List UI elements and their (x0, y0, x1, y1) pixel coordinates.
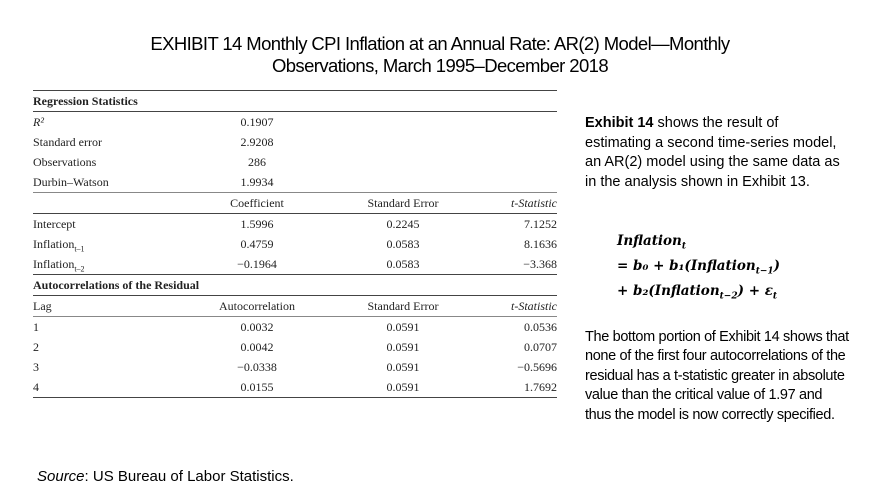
coef-label: Inflationt–1 (33, 237, 85, 254)
lag-value: 2 (33, 340, 39, 354)
autocorr-rule-top (33, 274, 557, 275)
ac-se-value: 0.0591 (386, 320, 420, 334)
lag-header: Lag (33, 299, 52, 313)
stat-value: 286 (248, 155, 266, 169)
t-value: 7.1252 (524, 217, 557, 231)
stat-row: Durbin–Watson 1.9934 (33, 172, 557, 192)
title-line-2: Observations, March 1995–December 2018 (271, 55, 609, 76)
autocorr-header-row: Lag Autocorrelation Standard Error t-Sta… (33, 296, 557, 316)
coef-value: 1.5996 (240, 217, 274, 231)
stat-value: 0.1907 (240, 115, 274, 129)
coef-label: Intercept (33, 217, 76, 231)
regression-heading: Regression Statistics (33, 94, 138, 108)
stat-label: Observations (33, 155, 97, 169)
t-header: t-Statistic (511, 196, 557, 210)
autocorr-row: 2 0.0042 0.0591 0.0707 (33, 337, 557, 357)
top-rule (33, 90, 557, 91)
t-value: 8.1636 (524, 237, 557, 251)
ac-value: 0.0155 (240, 380, 274, 394)
regression-heading-row: Regression Statistics (33, 91, 557, 111)
ac-value: −0.0338 (237, 360, 277, 374)
ac-value: 0.0042 (240, 340, 274, 354)
stat-label: R² (33, 115, 44, 129)
explanation-text-1: Exhibit 14 shows the result of estimatin… (585, 114, 845, 192)
stat-value: 2.9208 (240, 135, 274, 149)
equation-line-2: = b₀ + b₁(Inflationt−1) (617, 258, 781, 277)
stat-row: Standard error 2.9208 (33, 132, 557, 152)
autocorr-heading-rule (33, 295, 557, 296)
explanation-body-1: shows the result of estimating a second … (585, 115, 840, 190)
coef-header-row: Coefficient Standard Error t-Statistic (33, 193, 557, 213)
autocorr-header-rule (33, 316, 557, 317)
autocorr-heading: Autocorrelations of the Residual (33, 278, 200, 292)
coef-value: −0.1964 (237, 257, 277, 271)
equation-line-1: Inflationt (617, 233, 687, 252)
ac-se-value: 0.0591 (386, 340, 420, 354)
ac-t-header: t-Statistic (511, 299, 557, 313)
source-note: Source: US Bureau of Labor Statistics. (37, 468, 294, 485)
ac-se-value: 0.0591 (386, 380, 420, 394)
explanation-text-2: The bottom portion of Exhibit 14 shows t… (585, 313, 850, 440)
ac-t-value: 0.0536 (524, 320, 557, 334)
source-text: : US Bureau of Labor Statistics. (84, 468, 294, 485)
title-line-1: EXHIBIT 14 Monthly CPI Inflation at an A… (150, 33, 730, 54)
se-value: 0.0583 (386, 257, 420, 271)
ac-se-header: Standard Error (367, 299, 439, 313)
stat-label: Durbin–Watson (33, 175, 109, 189)
coef-header-rule (33, 213, 557, 214)
autocorr-row: 3 −0.0338 0.0591 −0.5696 (33, 357, 557, 377)
coef-row: Inflationt–2 −0.1964 0.0583 −3.368 (33, 254, 557, 274)
ac-se-value: 0.0591 (386, 360, 420, 374)
coef-row: Intercept 1.5996 0.2245 7.1252 (33, 214, 557, 234)
se-header: Standard Error (367, 196, 439, 210)
ac-t-value: 1.7692 (524, 380, 557, 394)
exhibit-ref: Exhibit 14 (585, 115, 654, 131)
source-label: Source (37, 468, 85, 485)
coef-header-rule-top (33, 192, 557, 193)
heading-rule (33, 111, 557, 112)
explanation-body-2: The bottom portion of Exhibit 14 shows t… (585, 328, 849, 423)
ac-t-value: −0.5696 (517, 360, 557, 374)
lag-value: 1 (33, 320, 39, 334)
se-value: 0.0583 (386, 237, 420, 251)
bottom-rule (33, 397, 557, 398)
coef-header: Coefficient (230, 196, 284, 210)
se-value: 0.2245 (386, 217, 420, 231)
stat-label: Standard error (33, 135, 102, 149)
exhibit-title: EXHIBIT 14 Monthly CPI Inflation at an A… (0, 33, 880, 77)
ac-t-value: 0.0707 (524, 340, 557, 354)
model-equation: Inflationt = b₀ + b₁(Inflationt−1) + b₂(… (617, 232, 857, 308)
regression-table: Regression Statistics R² 0.1907 Standard… (33, 90, 557, 398)
lag-value: 4 (33, 380, 39, 394)
coef-value: 0.4759 (240, 237, 274, 251)
autocorr-heading-row: Autocorrelations of the Residual (33, 275, 557, 295)
autocorr-row: 4 0.0155 0.0591 1.7692 (33, 377, 557, 397)
lag-value: 3 (33, 360, 39, 374)
ac-value: 0.0032 (240, 320, 274, 334)
t-value: −3.368 (523, 257, 557, 271)
autocorr-row: 1 0.0032 0.0591 0.0536 (33, 317, 557, 337)
coef-label: Inflationt–2 (33, 257, 85, 274)
coef-row: Inflationt–1 0.4759 0.0583 8.1636 (33, 234, 557, 254)
ac-header: Autocorrelation (219, 299, 295, 313)
equation-line-3: + b₂(Inflationt−2) + εt (617, 283, 778, 303)
stat-value: 1.9934 (240, 175, 274, 189)
stat-row: Observations 286 (33, 152, 557, 172)
stat-row: R² 0.1907 (33, 112, 557, 132)
